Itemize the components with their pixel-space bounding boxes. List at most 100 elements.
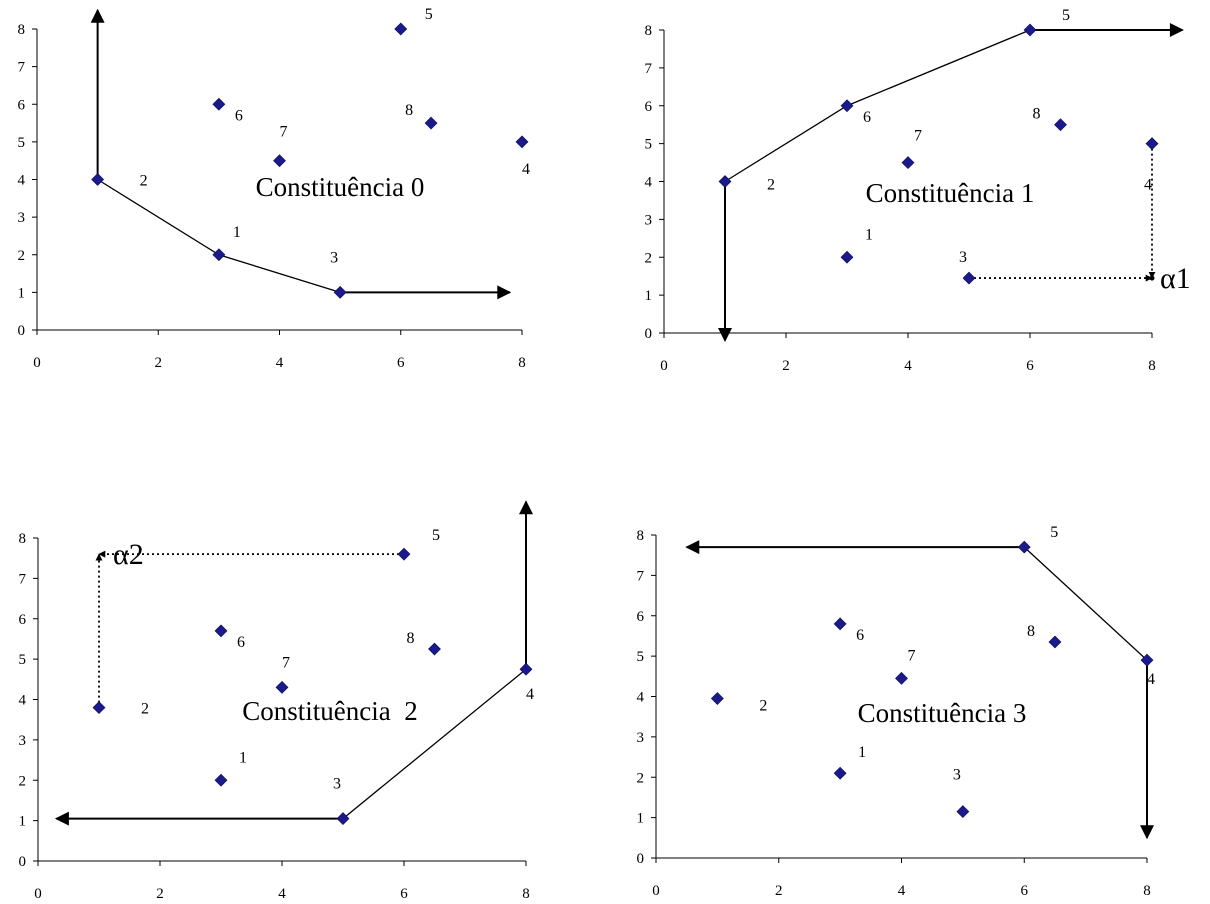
chart-panel-3: 0 1 2 3 4 5 6 7 8 0 2 4 6 8 1 2 3 4 5 6 7 8 Constituência 3 bbox=[637, 524, 1156, 899]
y-tick-label: 2 bbox=[645, 250, 653, 266]
x-tick-label: 6 bbox=[400, 886, 408, 902]
y-tick-label: 0 bbox=[19, 854, 27, 870]
data-point-6 bbox=[214, 624, 228, 638]
x-tick-label: 4 bbox=[904, 358, 912, 374]
y-tick-label: 4 bbox=[637, 690, 645, 706]
data-point-6 bbox=[840, 99, 854, 113]
x-tick-label: 6 bbox=[1021, 883, 1029, 899]
data-point-4 bbox=[515, 135, 529, 149]
point-label: 3 bbox=[953, 767, 961, 784]
data-point-5 bbox=[397, 547, 411, 561]
y-tick-label: 1 bbox=[19, 814, 27, 830]
x-tick-label: 8 bbox=[522, 886, 530, 902]
y-tick-label: 3 bbox=[645, 212, 653, 228]
y-tick-label: 5 bbox=[645, 137, 653, 153]
point-label: 6 bbox=[863, 109, 871, 126]
chart-title: Constituência 3 bbox=[858, 698, 1027, 728]
point-label: 5 bbox=[1050, 524, 1058, 541]
data-point-4 bbox=[519, 662, 533, 676]
y-tick-label: 5 bbox=[637, 649, 645, 665]
point-label: 6 bbox=[237, 634, 245, 651]
y-tick-label: 4 bbox=[645, 175, 653, 191]
data-point-2 bbox=[710, 692, 724, 705]
y-tick-label: 6 bbox=[637, 609, 645, 625]
point-label: 4 bbox=[522, 161, 530, 178]
y-tick-label: 8 bbox=[645, 23, 653, 39]
y-tick-label: 0 bbox=[637, 851, 645, 867]
x-tick-label: 2 bbox=[156, 886, 164, 902]
y-tick-label: 2 bbox=[637, 770, 645, 786]
data-point-5 bbox=[394, 22, 408, 36]
y-tick-label: 1 bbox=[645, 288, 653, 304]
point-label: 7 bbox=[914, 128, 922, 145]
data-point-6 bbox=[833, 617, 847, 631]
x-tick-label: 4 bbox=[898, 883, 906, 899]
point-label: 4 bbox=[526, 686, 534, 703]
chart-panel-2: 0 1 2 3 4 5 6 7 8 0 2 4 6 8 1 2 3 4 5 6 7 8 α2 Constituência 2 bbox=[19, 500, 534, 902]
y-tick-label: 6 bbox=[645, 99, 653, 115]
y-tick-label: 4 bbox=[18, 173, 26, 189]
alpha-label: α1 bbox=[1160, 262, 1191, 295]
x-tick-label: 4 bbox=[278, 886, 286, 902]
chart-panel-0: 0 1 2 3 4 5 6 7 8 0 2 4 6 8 1 2 3 4 5 6 7 8 Constituência 0 bbox=[18, 6, 531, 371]
point-label: 7 bbox=[908, 647, 916, 664]
point-label: 2 bbox=[140, 173, 148, 190]
x-tick-label: 8 bbox=[1143, 883, 1151, 899]
data-point-1 bbox=[212, 248, 226, 262]
x-tick-label: 0 bbox=[652, 883, 660, 899]
x-tick-label: 6 bbox=[397, 355, 405, 371]
point-label: 7 bbox=[282, 654, 290, 671]
x-tick-label: 0 bbox=[34, 886, 42, 902]
point-label: 6 bbox=[235, 107, 243, 124]
point-label: 3 bbox=[333, 776, 341, 793]
y-tick-label: 3 bbox=[637, 730, 645, 746]
y-tick-label: 5 bbox=[19, 652, 27, 668]
frontier-line bbox=[1023, 546, 1148, 661]
y-tick-label: 1 bbox=[637, 811, 645, 827]
point-label: 4 bbox=[1147, 671, 1155, 688]
y-tick-label: 1 bbox=[18, 285, 26, 301]
x-tick-label: 8 bbox=[1148, 358, 1156, 374]
data-point-8 bbox=[1048, 635, 1062, 649]
point-label: 5 bbox=[1062, 7, 1070, 24]
alpha-point bbox=[1149, 275, 1155, 281]
y-tick-label: 8 bbox=[637, 528, 645, 544]
point-label: 1 bbox=[233, 224, 241, 241]
y-tick-label: 4 bbox=[19, 693, 27, 709]
y-tick-label: 2 bbox=[19, 773, 27, 789]
y-tick-label: 6 bbox=[19, 612, 27, 628]
data-point-1 bbox=[840, 250, 854, 264]
data-point-1 bbox=[214, 773, 228, 787]
chart-title: Constituência 1 bbox=[866, 178, 1035, 208]
data-point-8 bbox=[1054, 118, 1067, 132]
point-label: 8 bbox=[1027, 623, 1035, 640]
x-tick-label: 2 bbox=[155, 355, 163, 371]
x-tick-label: 2 bbox=[775, 883, 783, 899]
data-point-2 bbox=[92, 701, 106, 714]
point-label: 2 bbox=[759, 698, 767, 715]
y-tick-label: 8 bbox=[18, 22, 26, 38]
point-label: 4 bbox=[1144, 177, 1152, 194]
point-label: 6 bbox=[856, 627, 864, 644]
y-tick-label: 7 bbox=[19, 571, 27, 587]
point-label: 1 bbox=[858, 744, 866, 761]
point-label: 8 bbox=[407, 630, 415, 647]
data-point-3 bbox=[333, 285, 347, 299]
x-tick-label: 8 bbox=[518, 355, 526, 371]
data-point-5 bbox=[1017, 540, 1031, 554]
y-tick-label: 0 bbox=[18, 323, 26, 339]
point-label: 3 bbox=[330, 249, 338, 266]
data-point-4 bbox=[1140, 653, 1154, 667]
chart-title: Constituência 2 bbox=[242, 696, 417, 726]
data-point-7 bbox=[275, 680, 289, 694]
data-point-3 bbox=[336, 812, 350, 826]
data-point-7 bbox=[895, 671, 908, 685]
y-tick-label: 5 bbox=[18, 135, 26, 151]
y-tick-label: 3 bbox=[19, 733, 27, 749]
chart-title: Constituência 0 bbox=[256, 172, 425, 202]
y-tick-label: 2 bbox=[18, 248, 26, 264]
data-point-2 bbox=[718, 175, 732, 188]
data-point-3 bbox=[962, 271, 976, 285]
data-point-1 bbox=[833, 766, 847, 780]
point-label: 2 bbox=[141, 701, 149, 718]
